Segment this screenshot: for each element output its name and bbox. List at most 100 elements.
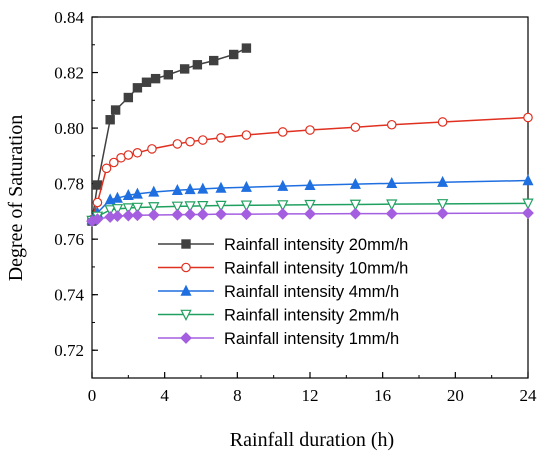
data-point	[437, 117, 448, 127]
data-point	[436, 207, 449, 220]
legend-item: Rainfall intensity 10mm/h	[158, 260, 408, 278]
legend-label: Rainfall intensity 4mm/h	[224, 283, 399, 301]
data-point	[385, 207, 398, 220]
data-point	[386, 199, 398, 211]
y-tick-label: 0.84	[54, 8, 84, 27]
axis-ticks: 0 4 8 12 16 20 24 0.72 0.74 0.76 0.78 0.80 0.82 0.84	[54, 8, 537, 405]
data-point	[110, 105, 121, 115]
data-point	[386, 119, 397, 130]
data-point	[111, 210, 124, 223]
y-tick-label: 0.78	[54, 175, 84, 194]
data-point	[197, 182, 209, 194]
data-point	[436, 199, 449, 211]
data-point	[304, 207, 316, 220]
data-point	[277, 200, 289, 212]
y-tick-label: 0.72	[54, 341, 84, 360]
data-point	[171, 208, 184, 221]
data-point	[111, 191, 123, 203]
series-2	[87, 112, 533, 225]
series-1	[87, 43, 252, 226]
data-point	[350, 122, 361, 133]
data-point	[131, 187, 143, 199]
legend-item: Rainfall intensity 2mm/h	[158, 307, 399, 325]
data-point	[123, 150, 134, 160]
data-point	[132, 83, 143, 93]
data-point	[305, 125, 315, 135]
data-point	[163, 70, 174, 80]
data-point	[122, 188, 134, 200]
data-point	[437, 175, 449, 187]
data-point	[101, 163, 112, 174]
data-point	[197, 201, 209, 213]
data-point	[522, 207, 534, 219]
data-point	[209, 55, 219, 66]
data-point	[215, 200, 227, 213]
data-point	[215, 208, 227, 221]
data-point	[92, 180, 103, 190]
data-point	[216, 132, 226, 143]
data-point	[111, 204, 124, 216]
legend-label: Rainfall intensity 10mm/h	[224, 260, 408, 278]
legend-item: Rainfall intensity 20mm/h	[158, 236, 408, 254]
data-point	[172, 139, 183, 149]
data-point	[240, 208, 253, 221]
data-point	[192, 60, 203, 70]
series-layer	[86, 43, 534, 228]
legend-label: Rainfall intensity 2mm/h	[224, 307, 399, 325]
data-point	[171, 201, 184, 213]
data-point	[386, 177, 398, 189]
legend-item: Rainfall intensity 1mm/h	[158, 330, 399, 348]
y-axis-label: Degree of Saturation	[5, 115, 27, 282]
data-point	[104, 205, 116, 217]
y-tick-label: 0.82	[54, 64, 84, 83]
legend-swatch-marker	[180, 332, 192, 344]
data-point	[184, 208, 197, 221]
data-point	[184, 201, 196, 213]
data-point	[349, 207, 362, 220]
data-point	[196, 208, 209, 221]
data-point	[147, 144, 157, 154]
data-point	[92, 197, 103, 208]
data-point	[229, 49, 239, 60]
data-point	[91, 213, 104, 226]
data-point	[131, 202, 144, 215]
x-tick-label: 20	[447, 386, 464, 405]
legend-swatch-marker	[180, 284, 192, 296]
data-point	[148, 185, 160, 197]
data-point	[185, 136, 195, 147]
data-point	[123, 92, 134, 103]
data-point	[241, 130, 252, 140]
data-point	[349, 177, 361, 189]
series-5	[86, 207, 534, 228]
data-point	[122, 209, 135, 222]
y-tick-label: 0.74	[54, 286, 84, 305]
data-point	[277, 179, 289, 191]
y-tick-label: 0.76	[54, 230, 84, 249]
data-point	[522, 174, 534, 186]
y-tick-label: 0.80	[54, 119, 84, 138]
x-tick-label: 24	[520, 386, 538, 405]
data-point	[122, 203, 135, 215]
x-tick-label: 16	[374, 386, 391, 405]
data-point	[349, 199, 362, 211]
x-tick-label: 12	[302, 386, 319, 405]
data-point	[148, 202, 160, 214]
data-point	[171, 183, 183, 195]
data-point	[132, 147, 143, 158]
legend: Rainfall intensity 20mm/h Rainfall intens…	[158, 236, 408, 348]
data-point	[241, 43, 252, 53]
legend-label: Rainfall intensity 20mm/h	[224, 236, 408, 254]
data-point	[179, 64, 190, 74]
data-point	[240, 200, 253, 212]
data-point	[215, 181, 227, 193]
data-point	[141, 77, 152, 87]
data-point	[523, 112, 533, 123]
data-point	[198, 135, 208, 145]
legend-swatch-marker	[181, 239, 191, 249]
x-tick-label: 8	[233, 386, 242, 405]
x-axis-label: Rainfall duration (h)	[230, 429, 394, 451]
data-point	[276, 207, 289, 220]
data-point	[277, 127, 288, 137]
legend-swatch-marker	[181, 262, 191, 273]
